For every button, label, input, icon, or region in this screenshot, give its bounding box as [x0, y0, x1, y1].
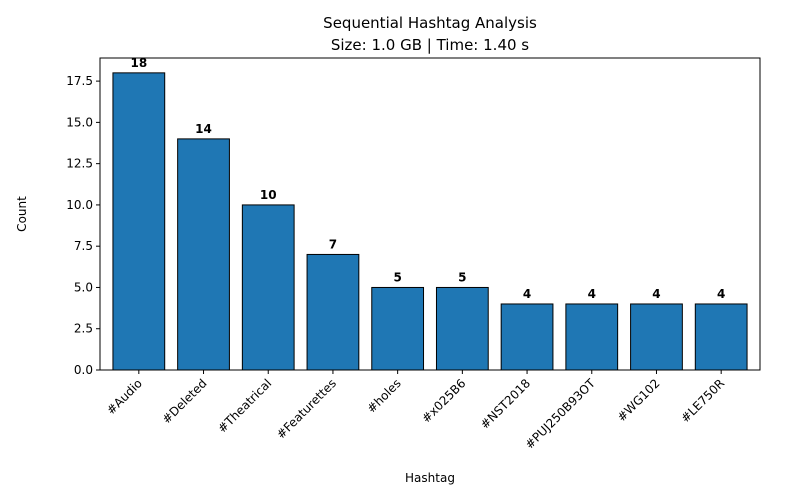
y-tick-label: 2.5: [74, 322, 93, 336]
x-tick-label: #x025B6: [419, 376, 468, 425]
bar: [435, 286, 489, 371]
y-tick-label: 12.5: [66, 157, 93, 171]
bar-value-label: 7: [329, 237, 337, 251]
x-tick-label: #LE750R: [678, 376, 727, 425]
bar: [694, 303, 748, 371]
plot-frame: [99, 57, 761, 371]
data-labels-group: 18 14 10 7 5 5 4 4 4 4: [130, 56, 725, 301]
bar: [371, 286, 425, 371]
bar-value-label: 5: [393, 270, 401, 284]
bar-value-label: 4: [717, 287, 725, 301]
y-tick-label: 10.0: [66, 198, 93, 212]
y-tick-label: 0.0: [74, 363, 93, 377]
bar-value-label: 4: [588, 287, 596, 301]
y-axis-label: Count: [15, 196, 29, 232]
chart-subtitle: Size: 1.0 GB | Time: 1.40 s: [331, 36, 529, 54]
x-tick-label: #Featurettes: [274, 376, 339, 441]
bar-value-label: 5: [458, 270, 466, 284]
x-tick-label: #PUJ250B93OT: [522, 376, 598, 452]
bar-value-label: 10: [260, 188, 277, 202]
y-axis: 0.0 2.5 5.0 7.5 10.0 12.5 15.0 17.5: [66, 74, 100, 377]
bar-value-label: 4: [652, 287, 660, 301]
bar: [112, 72, 166, 371]
bar: [565, 303, 619, 371]
y-tick-label: 17.5: [66, 74, 93, 88]
bar: [306, 253, 360, 371]
x-tick-label: #Theatrical: [215, 376, 274, 435]
x-tick-label: #holes: [364, 376, 404, 416]
y-tick-label: 7.5: [74, 239, 93, 253]
x-tick-label: #Deleted: [159, 376, 209, 426]
bars-group: [112, 72, 748, 371]
x-axis: #Audio #Deleted #Theatrical #Featurettes #ho…: [104, 370, 727, 452]
x-tick-label: #WG102: [614, 376, 662, 424]
bar-value-label: 18: [130, 56, 147, 70]
bar: [241, 204, 295, 371]
bar: [500, 303, 554, 371]
x-tick-label: #Audio: [104, 376, 145, 417]
x-axis-label: Hashtag: [405, 471, 455, 485]
y-tick-label: 5.0: [74, 280, 93, 294]
chart-title: Sequential Hashtag Analysis: [323, 14, 537, 32]
x-tick-label: #NST2018: [478, 376, 534, 432]
y-tick-label: 15.0: [66, 115, 93, 129]
bar: [630, 303, 683, 371]
bar-value-label: 4: [523, 287, 531, 301]
bar: [177, 138, 230, 371]
bar-value-label: 14: [195, 122, 212, 136]
